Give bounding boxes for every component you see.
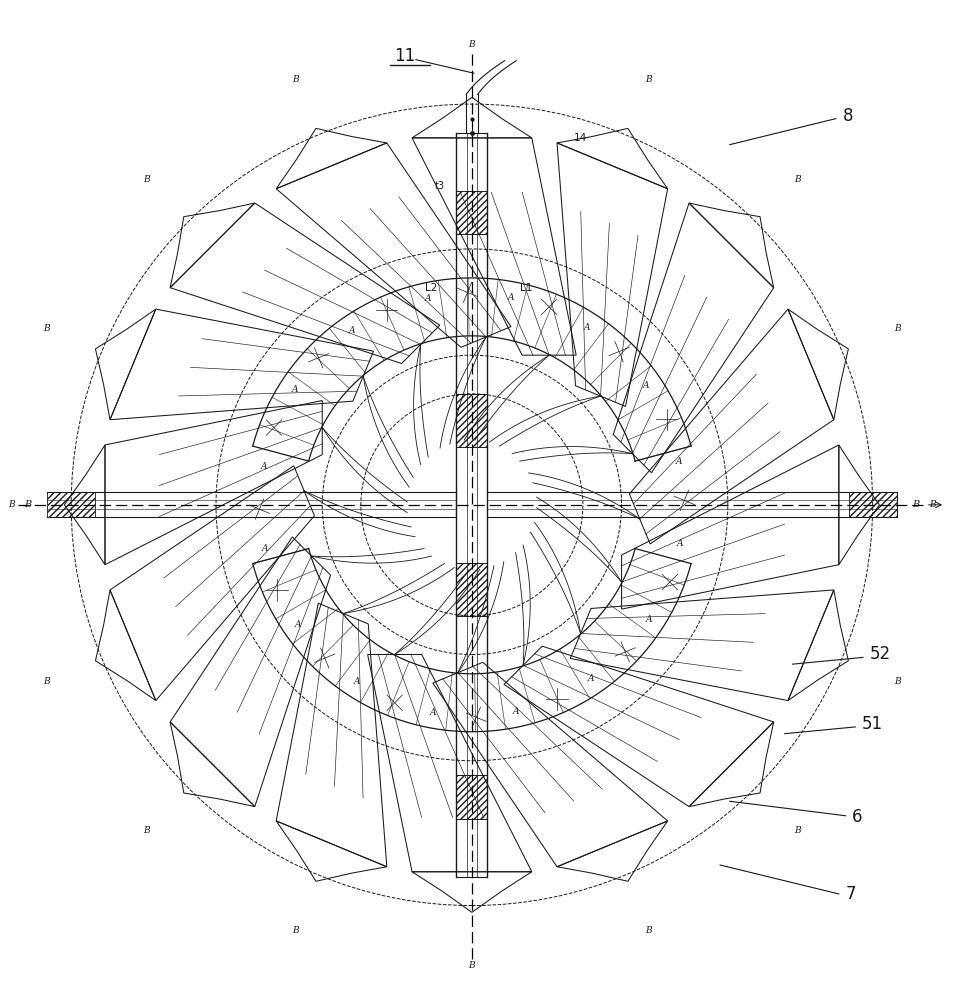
Text: B: B [469, 961, 475, 970]
Text: B: B [645, 926, 652, 935]
Text: A: A [295, 620, 301, 629]
Text: t3: t3 [435, 181, 445, 191]
Text: A: A [643, 381, 649, 390]
Bar [456, 775, 487, 819]
Bar [848, 492, 896, 517]
Text: 8: 8 [842, 107, 853, 125]
Text: A: A [676, 539, 683, 548]
Text: B: B [292, 75, 299, 84]
Text: A: A [349, 326, 356, 335]
Text: B: B [44, 324, 49, 333]
Text: L1: L1 [520, 283, 533, 293]
Text: L2: L2 [425, 283, 437, 293]
Text: B: B [894, 324, 901, 333]
Text: A: A [354, 677, 360, 686]
Bar [456, 191, 487, 234]
Text: 11: 11 [394, 47, 415, 65]
Text: B: B [143, 826, 150, 835]
Text: A: A [292, 385, 298, 394]
Text: A: A [513, 707, 519, 716]
Text: 14: 14 [573, 133, 587, 143]
Text: A: A [584, 323, 590, 332]
Text: A: A [588, 674, 595, 683]
Bar [456, 394, 487, 447]
Text: B: B [143, 175, 150, 184]
Text: 7: 7 [845, 885, 856, 903]
Text: B: B [8, 500, 15, 509]
Text: 6: 6 [852, 808, 863, 826]
Text: B: B [44, 677, 49, 686]
Text: B: B [929, 500, 936, 509]
Text: B: B [292, 926, 299, 935]
Bar [456, 563, 487, 616]
Text: B: B [894, 677, 901, 686]
Text: B: B [794, 826, 801, 835]
Text: 52: 52 [869, 645, 891, 663]
Text: A: A [508, 293, 513, 302]
Text: B: B [913, 500, 920, 509]
Text: B: B [794, 175, 801, 184]
Text: A: A [425, 294, 431, 303]
Text: 51: 51 [862, 715, 883, 733]
Text: A: A [430, 708, 436, 717]
Text: B: B [24, 500, 31, 509]
Bar [47, 492, 96, 517]
Text: A: A [262, 544, 269, 553]
Text: A: A [261, 462, 268, 471]
Text: A: A [675, 457, 682, 466]
Text: A: A [646, 615, 652, 624]
Text: B: B [469, 40, 475, 49]
Text: B: B [645, 75, 652, 84]
